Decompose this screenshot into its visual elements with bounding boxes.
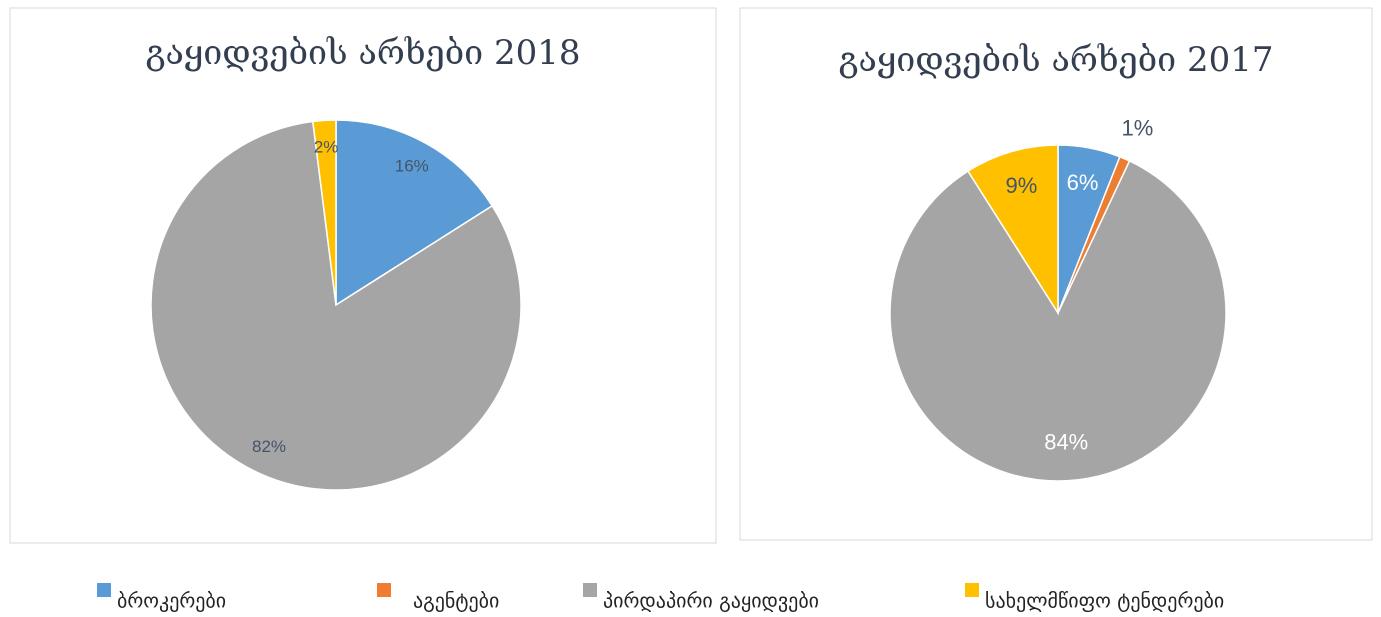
legend-swatch [583,583,597,597]
data-label: 16% [395,157,429,176]
legend-swatch [965,583,979,597]
legend-label: პირდაპირი გაყიდვები [603,589,819,613]
data-label: 84% [1044,430,1088,455]
pie-slice [966,144,1059,316]
pie-slice [311,119,337,306]
chart-title: გაყიდვების არხები 2018 [145,33,580,73]
data-label: 9% [1006,173,1038,198]
legend-swatch [377,583,391,597]
pie-slice [150,120,522,491]
pie-slice [889,159,1227,482]
legend-label: სახელმწიფო ტენდერები [985,589,1224,613]
legend-label: ბროკერები [117,589,226,613]
data-label: 6% [1067,170,1099,195]
data-label: 2% [314,138,339,157]
chart-title: გაყიდვების არხები 2017 [838,40,1273,80]
legend-label: აგენტები [413,589,499,613]
data-label: 82% [252,437,286,456]
data-label: 1% [1121,115,1153,140]
pie-slice [335,119,494,307]
legend-swatch [97,583,111,597]
